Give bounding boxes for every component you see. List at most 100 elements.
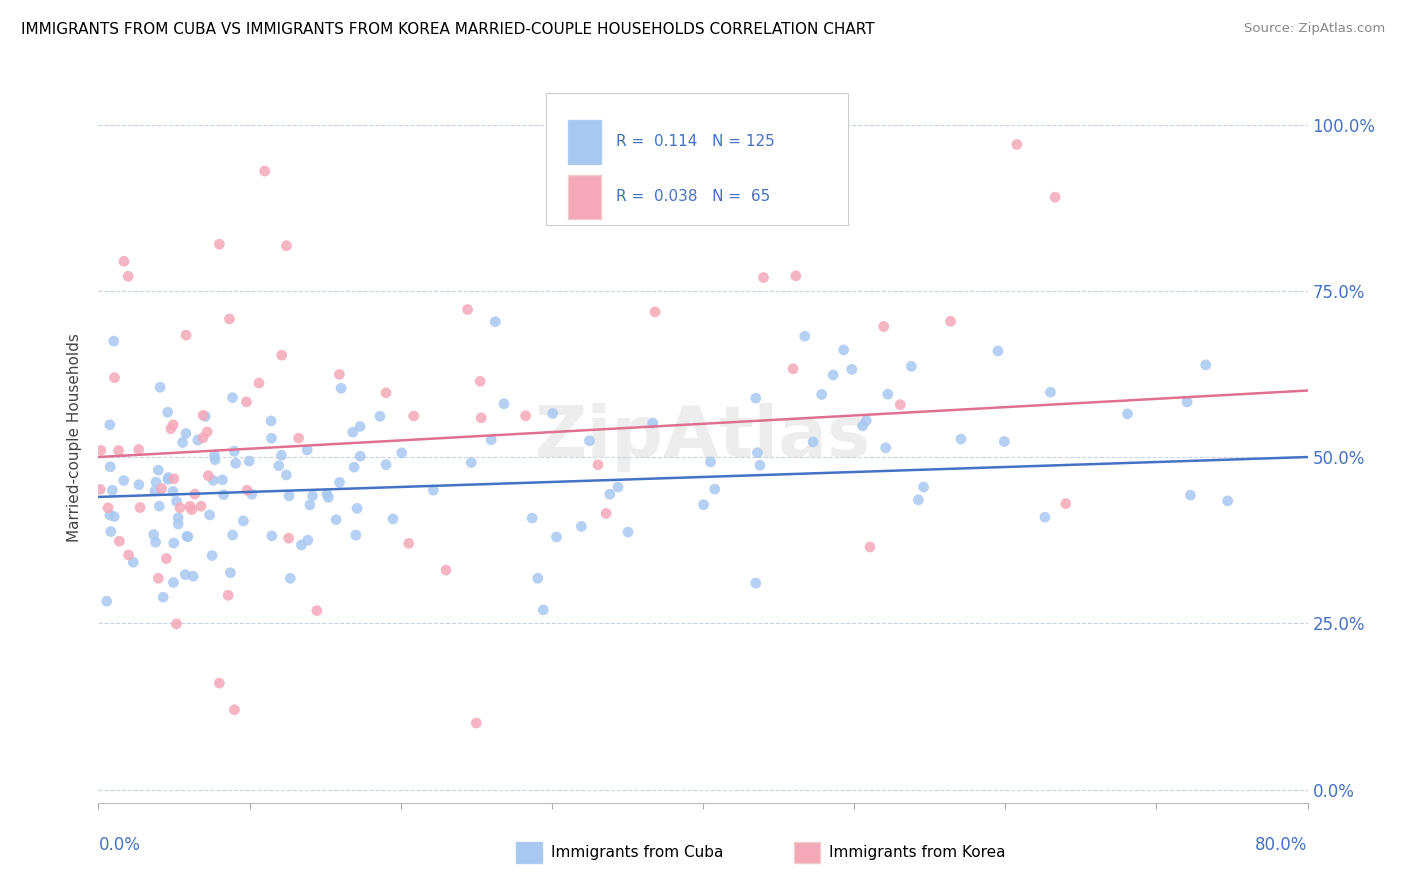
Point bbox=[1175, 395, 1198, 409]
Point bbox=[236, 483, 259, 498]
Point bbox=[128, 442, 150, 457]
Point bbox=[156, 405, 179, 419]
Point bbox=[221, 528, 243, 542]
Point bbox=[889, 398, 911, 412]
Point bbox=[541, 406, 564, 420]
Point bbox=[165, 616, 187, 631]
Point bbox=[270, 348, 292, 362]
Point bbox=[224, 444, 246, 458]
Text: Immigrants from Cuba: Immigrants from Cuba bbox=[551, 845, 723, 860]
Point bbox=[748, 458, 770, 473]
Point bbox=[875, 441, 897, 455]
Point bbox=[316, 487, 339, 501]
Point bbox=[330, 381, 353, 395]
Point bbox=[823, 368, 845, 382]
Point bbox=[522, 511, 544, 525]
Point bbox=[422, 483, 444, 497]
Point bbox=[149, 380, 172, 394]
Point bbox=[987, 344, 1010, 359]
Point bbox=[145, 475, 167, 489]
Point bbox=[318, 491, 340, 505]
Point bbox=[599, 487, 621, 501]
Text: 80.0%: 80.0% bbox=[1256, 836, 1308, 854]
Point bbox=[225, 456, 247, 470]
Point bbox=[195, 425, 218, 439]
Point bbox=[167, 516, 190, 531]
Point bbox=[108, 534, 131, 549]
Point bbox=[270, 448, 292, 462]
Point bbox=[465, 716, 488, 731]
Point bbox=[298, 498, 321, 512]
Point bbox=[692, 498, 714, 512]
Point bbox=[155, 551, 177, 566]
Point bbox=[368, 409, 391, 424]
FancyBboxPatch shape bbox=[568, 175, 602, 219]
Text: Source: ZipAtlas.com: Source: ZipAtlas.com bbox=[1244, 22, 1385, 36]
Point bbox=[224, 703, 246, 717]
Point bbox=[305, 604, 328, 618]
Point bbox=[107, 443, 129, 458]
Point bbox=[204, 449, 226, 463]
Point bbox=[103, 334, 125, 348]
Point bbox=[276, 238, 298, 252]
Point bbox=[174, 426, 197, 441]
Y-axis label: Married-couple Households: Married-couple Households bbox=[67, 333, 83, 541]
Point bbox=[98, 508, 121, 522]
Point bbox=[201, 549, 224, 563]
Point bbox=[150, 482, 173, 496]
FancyBboxPatch shape bbox=[793, 842, 820, 863]
Point bbox=[253, 164, 276, 178]
Point bbox=[157, 473, 180, 487]
Point bbox=[855, 414, 877, 428]
Point bbox=[184, 487, 207, 501]
Point bbox=[1195, 358, 1218, 372]
Point bbox=[169, 500, 191, 515]
Point bbox=[526, 571, 548, 585]
Point bbox=[260, 529, 283, 543]
Point bbox=[801, 434, 824, 449]
Point bbox=[162, 575, 184, 590]
Point bbox=[260, 431, 283, 445]
Point bbox=[238, 454, 260, 468]
Point bbox=[398, 536, 420, 550]
Text: 0.0%: 0.0% bbox=[98, 836, 141, 854]
Point bbox=[208, 676, 231, 690]
FancyBboxPatch shape bbox=[568, 120, 602, 163]
Point bbox=[112, 254, 135, 268]
Point bbox=[1216, 493, 1239, 508]
Point bbox=[297, 533, 319, 548]
Point bbox=[181, 569, 204, 583]
Point bbox=[278, 571, 301, 585]
Point bbox=[97, 500, 120, 515]
Point bbox=[546, 530, 568, 544]
Point bbox=[218, 312, 240, 326]
Point bbox=[343, 460, 366, 475]
Point bbox=[208, 237, 231, 252]
Point bbox=[993, 434, 1015, 449]
Point bbox=[876, 387, 898, 401]
Point bbox=[342, 425, 364, 440]
Point bbox=[1005, 137, 1028, 152]
Point bbox=[785, 268, 807, 283]
Point bbox=[198, 508, 221, 522]
Point bbox=[112, 474, 135, 488]
Point bbox=[122, 555, 145, 569]
Point bbox=[148, 499, 170, 513]
Point bbox=[1116, 407, 1139, 421]
Point bbox=[197, 468, 219, 483]
Point bbox=[129, 500, 152, 515]
Point bbox=[174, 328, 197, 343]
Point bbox=[402, 409, 425, 423]
Point bbox=[212, 488, 235, 502]
Point bbox=[101, 483, 124, 498]
Point bbox=[221, 391, 243, 405]
Text: ZipAtlas: ZipAtlas bbox=[536, 402, 870, 472]
Point bbox=[344, 528, 367, 542]
Point bbox=[191, 431, 214, 445]
Point bbox=[457, 302, 479, 317]
Point bbox=[950, 432, 973, 446]
FancyBboxPatch shape bbox=[546, 94, 848, 225]
Point bbox=[295, 442, 318, 457]
Point bbox=[166, 494, 188, 508]
Point bbox=[176, 529, 198, 543]
